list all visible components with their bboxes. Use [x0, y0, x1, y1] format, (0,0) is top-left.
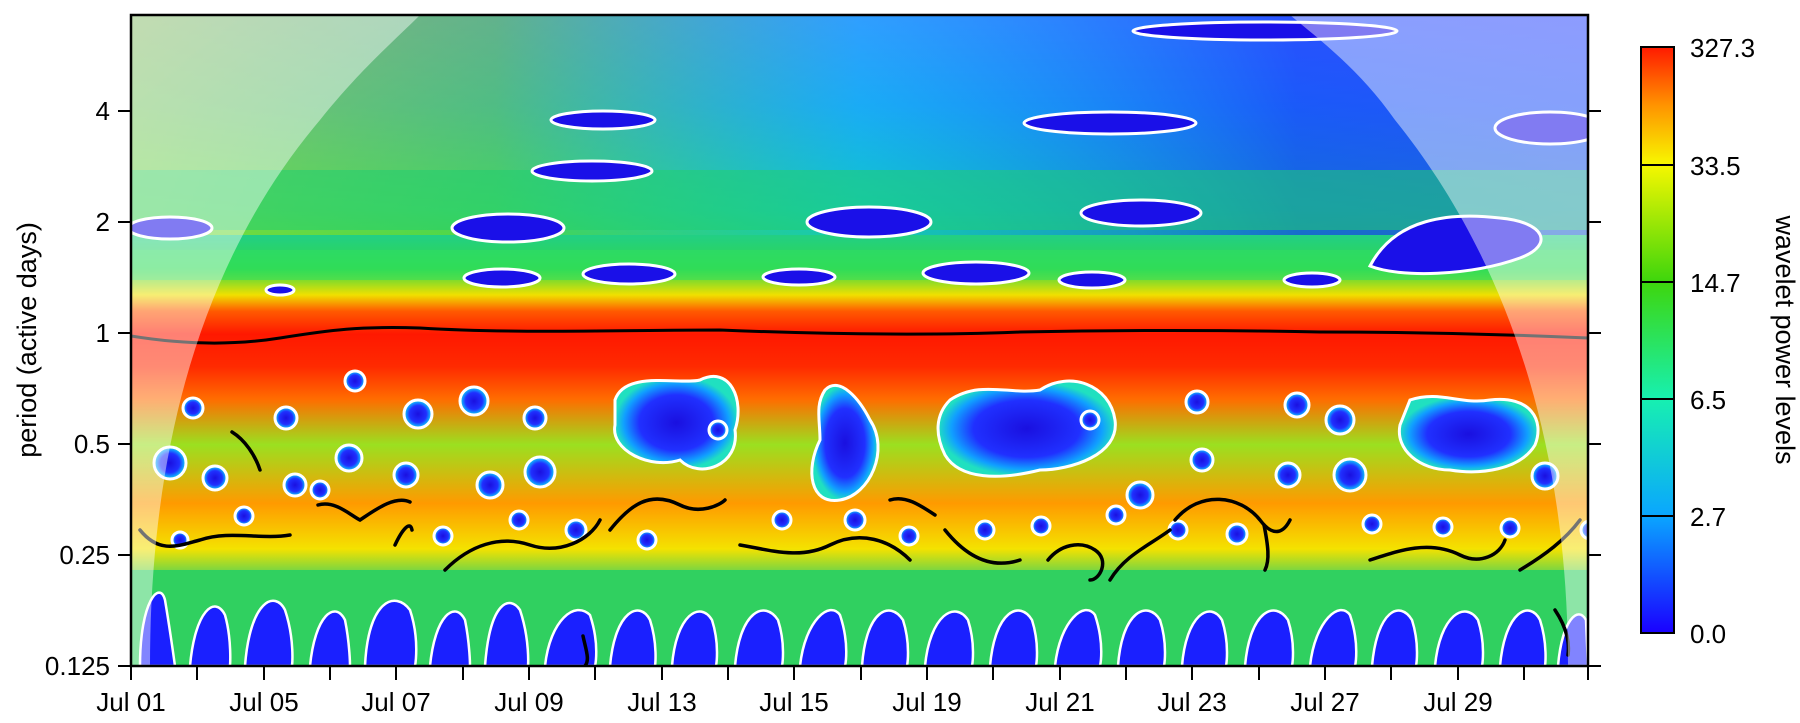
y-axis-label: period (active days) [12, 222, 42, 458]
color-legend: 327.3 33.5 14.7 6.5 2.7 0.0 wavelet powe… [1640, 33, 1800, 649]
upper-contour-islands [131, 20, 1588, 297]
y-tick-label: 0.125 [45, 651, 110, 681]
y-axis: 4 2 1 0.5 0.25 0.125 period (active days… [12, 96, 1601, 681]
legend-level-label: 6.5 [1690, 385, 1726, 415]
legend-level-label: 0.0 [1690, 619, 1726, 649]
cone-of-influence [131, 15, 1588, 666]
x-tick-label: Jul 09 [494, 687, 563, 717]
x-tick-label: Jul 13 [627, 687, 696, 717]
legend-level-label: 2.7 [1690, 502, 1726, 532]
ridge-lines-lower [138, 430, 1582, 666]
y-tick-label: 1 [96, 318, 110, 348]
y-tick-label: 0.25 [59, 540, 110, 570]
plot-frame [129, 13, 1590, 668]
y-tick-label: 0.5 [74, 429, 110, 459]
x-tick-label: Jul 21 [1025, 687, 1094, 717]
y-tick-label: 2 [96, 207, 110, 237]
x-axis: Jul 01 Jul 05 Jul 07 Jul 09 Jul 13 Jul 1… [96, 666, 1589, 717]
y-tick-label: 4 [96, 96, 110, 126]
x-tick-label: Jul 19 [892, 687, 961, 717]
legend-colorbar [1640, 46, 1675, 634]
x-tick-label: Jul 27 [1290, 687, 1359, 717]
legend-level-label: 327.3 [1690, 33, 1755, 63]
x-tick-label: Jul 23 [1157, 687, 1226, 717]
legend-title: wavelet power levels [1770, 214, 1800, 464]
ridge-line-main [131, 325, 1588, 345]
legend-level-label: 14.7 [1690, 268, 1741, 298]
heatmap-area [131, 15, 1588, 666]
x-tick-label: Jul 01 [96, 687, 165, 717]
x-tick-label: Jul 05 [229, 687, 298, 717]
x-tick-label: Jul 15 [759, 687, 828, 717]
x-tick-label: Jul 07 [361, 687, 430, 717]
x-tick-label: Jul 29 [1423, 687, 1492, 717]
lower-contour-islands [152, 369, 1588, 551]
legend-level-label: 33.5 [1690, 151, 1741, 181]
bottom-band [131, 570, 1588, 666]
